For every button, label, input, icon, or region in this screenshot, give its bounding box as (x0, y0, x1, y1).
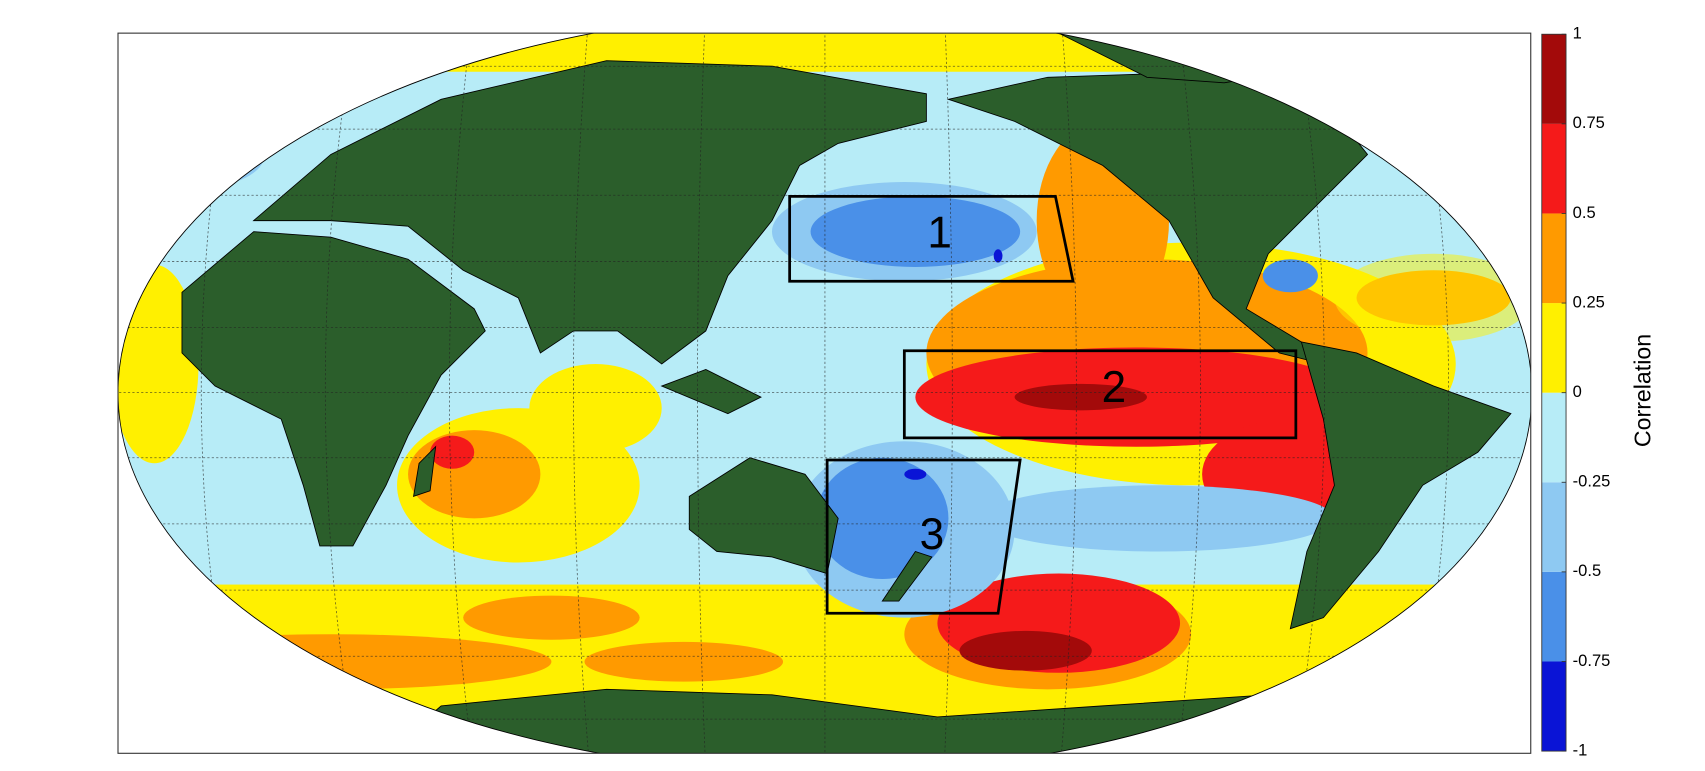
colorbar-tick-label: 0.75 (1573, 113, 1605, 132)
colorbar-segment (1541, 392, 1567, 483)
colorbar-segment (1541, 213, 1567, 304)
colorbar-tick-label: 0 (1573, 382, 1582, 401)
colorbar-tick-label: 1 (1573, 24, 1582, 43)
colorbar-segment (1541, 303, 1567, 393)
region-box (825, 458, 1022, 615)
colorbar-segment (1541, 34, 1567, 124)
map: 1 2 3 (118, 33, 1531, 754)
colorbar-tick-label: -0.5 (1573, 561, 1602, 580)
colorbar-segment (1541, 571, 1567, 662)
region-label: 3 (920, 510, 945, 559)
colorbar-segment (1541, 482, 1567, 572)
colorbar-segment (1541, 661, 1567, 752)
colorbar-tick-label: 0.25 (1573, 292, 1605, 311)
region-label: 2 (1102, 363, 1127, 412)
map-frame (117, 32, 1532, 754)
region-label: 1 (927, 209, 952, 258)
region-box (788, 194, 1075, 283)
colorbar-label: Correlation (1629, 334, 1655, 447)
region-boxes (788, 194, 1298, 615)
colorbar: -1 -0.75 -0.5 -0.25 0 0.25 0.5 0.75 1 (1541, 24, 1611, 759)
colorbar-tick-label: 0.5 (1573, 203, 1596, 222)
colorbar-tick-label: -0.75 (1573, 651, 1611, 670)
region-box (902, 349, 1298, 440)
colorbar-tick-label: -1 (1573, 740, 1588, 759)
colorbar-tick-label: -0.25 (1573, 472, 1611, 491)
colorbar-segment (1541, 123, 1567, 214)
